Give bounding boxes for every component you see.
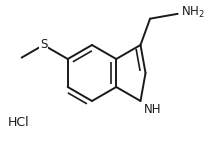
Text: NH: NH — [143, 103, 161, 116]
Text: HCl: HCl — [8, 116, 30, 129]
Text: S: S — [40, 37, 47, 51]
Text: NH$_2$: NH$_2$ — [181, 5, 205, 20]
